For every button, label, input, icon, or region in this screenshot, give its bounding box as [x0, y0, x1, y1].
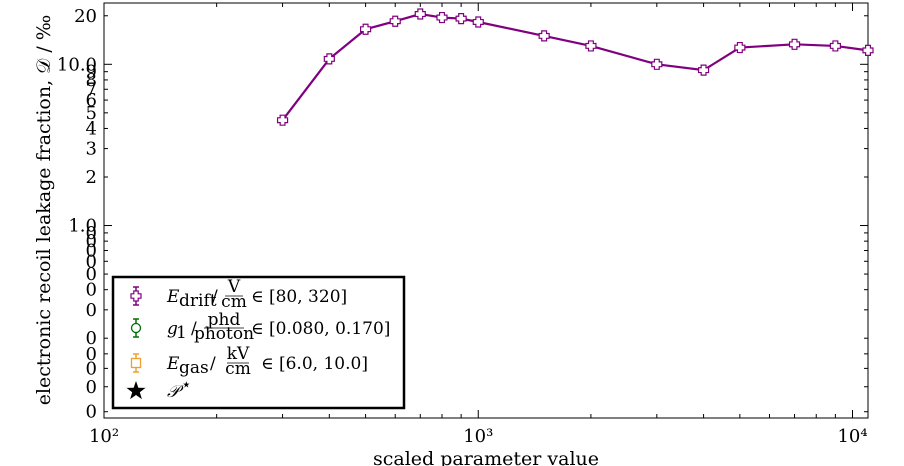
svg-text:kV: kV: [227, 344, 250, 364]
series-line: [281, 12, 869, 121]
legend-entry: [130, 286, 142, 306]
data-point: [734, 41, 746, 54]
svg-text:E: E: [166, 354, 180, 374]
plus-marker-icon: [130, 290, 142, 302]
svg-text:cm: cm: [221, 292, 247, 312]
y-tick-label: 0: [86, 300, 97, 321]
series-layer: [276, 8, 874, 126]
data-point: [697, 64, 710, 76]
legend-frame: [111, 275, 406, 410]
svg-text:E: E: [166, 287, 180, 307]
y-tick-label: 5: [86, 103, 97, 124]
x-tick-label: 10²: [89, 426, 119, 447]
square-marker-icon: [130, 357, 142, 369]
svg-text:/: /: [212, 287, 218, 307]
plot-area-frame: [103, 2, 869, 419]
svg-text:1: 1: [176, 323, 187, 343]
y-tick-label: 0: [86, 231, 97, 252]
data-point: [389, 15, 401, 27]
y-tick-label: 0: [86, 240, 97, 261]
data-point: [862, 44, 874, 56]
star-marker-icon: [126, 381, 146, 400]
y-tick-label: 7: [86, 79, 97, 100]
data-point: [414, 8, 426, 20]
svg-text:/: /: [191, 319, 197, 339]
data-point: [436, 11, 448, 24]
data-point: [538, 30, 550, 42]
data-point: [323, 53, 335, 65]
y-axis-title: electronic recoil leakage fraction, 𝒟 / …: [33, 15, 55, 406]
x-tick-label: 10³: [463, 426, 493, 447]
data-point: [651, 58, 663, 70]
svg-text:photon: photon: [194, 324, 254, 344]
svg-text:drift: drift: [179, 291, 217, 311]
y-tick-label: 1.0: [68, 216, 97, 237]
data-point: [455, 13, 467, 25]
svg-text:∈ [6.0, 10.0]: ∈ [6.0, 10.0]: [261, 354, 368, 374]
x-axis-title: scaled parameter value: [373, 448, 599, 466]
svg-text:phd: phd: [208, 310, 241, 330]
y-tick-label: 6: [86, 90, 97, 111]
legend-entry: [130, 353, 142, 373]
y-tick-label: 20: [74, 6, 97, 27]
x-tick-label: 10⁴: [837, 426, 867, 447]
y-tick-label: 2: [86, 167, 97, 188]
y-tick-label: 0: [86, 377, 97, 398]
data-point: [585, 40, 597, 52]
y-tick-label: 10.0: [57, 54, 97, 75]
svg-text:/: /: [210, 354, 216, 374]
svg-text:⋆: ⋆: [181, 375, 192, 395]
y-tick-label: 8: [86, 70, 97, 91]
legend-entry: [130, 318, 142, 338]
svg-text:V: V: [227, 277, 241, 297]
y-tick-label: 9: [86, 62, 97, 83]
svg-text:∈ [0.080, 0.170]: ∈ [0.080, 0.170]: [251, 319, 390, 339]
svg-text:∈ [80, 320]: ∈ [80, 320]: [251, 287, 347, 307]
y-tick-label: 0: [86, 344, 97, 365]
data-point: [472, 16, 484, 28]
y-tick-label: 0: [86, 358, 97, 379]
data-point: [829, 40, 841, 52]
data-point: [276, 114, 289, 126]
svg-text:g: g: [167, 319, 178, 339]
y-tick-label: 4: [86, 118, 97, 139]
y-tick-label: 0: [86, 264, 97, 285]
svg-text:gas: gas: [179, 358, 209, 378]
y-tick-label: 0: [86, 328, 97, 349]
circle-marker-icon: [130, 322, 142, 334]
y-tick-label: 0: [86, 402, 97, 423]
data-point: [359, 23, 372, 35]
data-point: [788, 38, 801, 50]
y-tick-label: 0: [86, 280, 97, 301]
y-tick-label: 3: [86, 139, 97, 160]
y-tick-label: 0: [86, 223, 97, 244]
y-tick-label: 0: [86, 251, 97, 272]
svg-text:cm: cm: [225, 359, 251, 379]
legend-entry: [126, 381, 146, 400]
